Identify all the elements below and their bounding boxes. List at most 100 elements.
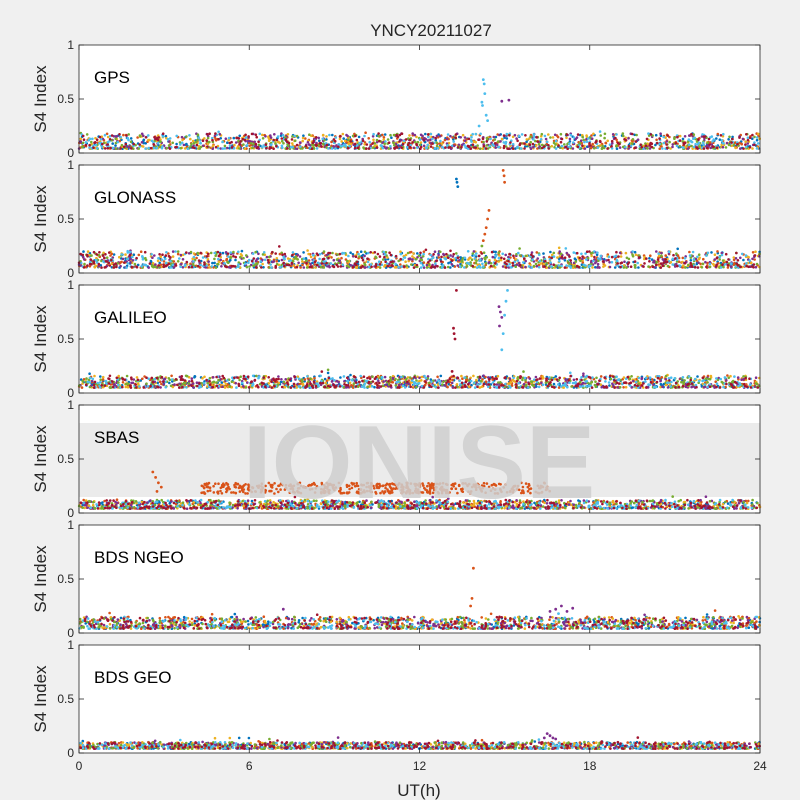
data-point [708,143,711,146]
data-point [330,140,333,144]
data-point [746,138,750,142]
data-point [276,135,280,138]
data-point [226,146,229,150]
data-point [412,252,415,255]
data-point [545,140,549,144]
data-point [340,256,343,260]
data-point [404,138,408,141]
data-point [633,250,637,254]
data-point [375,146,379,149]
data-point [447,146,451,149]
data-point [156,381,160,385]
data-point [602,265,605,268]
data-point [232,147,236,150]
data-point [233,143,236,147]
data-point [342,137,346,140]
data-point [543,134,547,138]
data-point [260,266,263,269]
data-point [445,252,448,256]
data-point [347,254,350,258]
data-point [266,258,270,262]
data-point [389,133,392,137]
data-point [208,132,211,135]
data-point [218,133,222,136]
data-point [541,375,544,378]
data-point [171,263,175,267]
data-point [243,262,247,266]
data-point [599,134,602,137]
data-point [492,135,496,139]
data-point [499,381,502,384]
data-point [197,136,200,140]
data-point [165,146,169,150]
data-point [537,266,541,269]
data-point [500,137,504,141]
data-point [331,251,334,255]
data-point [673,137,676,140]
data-point [291,135,294,138]
data-point [485,140,489,143]
data-point [325,261,328,265]
data-point [713,253,717,256]
data-point [585,250,589,253]
data-point [530,253,533,256]
data-point [755,136,759,139]
data-point [235,136,238,140]
data-point [438,134,442,138]
data-point [638,256,641,259]
data-point [261,146,264,149]
data-point [324,381,328,385]
data-point [245,144,249,147]
data-point [634,140,638,143]
data-point [399,257,403,261]
data-point [331,133,334,137]
data-point [369,251,373,254]
data-point [728,135,731,139]
data-point [104,253,107,256]
data-point [148,138,151,142]
data-point [81,382,84,385]
data-point [148,262,152,265]
data-point [85,133,89,136]
data-point [488,144,492,148]
data-point [352,254,355,258]
data-point [481,265,485,268]
data-point [497,256,501,260]
data-point [272,138,276,142]
data-point [377,260,381,264]
data-point [170,374,173,378]
data-point [449,134,452,138]
data-point [707,377,711,381]
data-point [247,135,250,138]
data-point [603,136,606,140]
data-point [495,143,499,147]
data-point [588,250,591,253]
data-point [622,376,626,379]
data-point [696,147,699,150]
data-point [706,251,710,255]
data-point [441,264,445,267]
data-point [727,258,730,261]
data-point [251,252,255,255]
data-point [366,260,370,264]
data-point [554,139,558,143]
data-point [531,142,535,146]
data-point [280,144,284,148]
data-point [535,264,539,268]
data-point [705,144,709,147]
data-point [424,248,428,252]
data-point [83,262,86,266]
data-point [151,256,154,260]
data-point [429,378,433,381]
data-point [193,375,197,378]
data-point [378,139,381,143]
data-point [753,254,757,257]
data-point [135,265,139,269]
data-point [439,139,442,143]
data-point [730,144,734,148]
data-point [80,386,84,389]
data-point [375,138,379,142]
data-point [250,259,254,263]
data-point [518,142,522,145]
